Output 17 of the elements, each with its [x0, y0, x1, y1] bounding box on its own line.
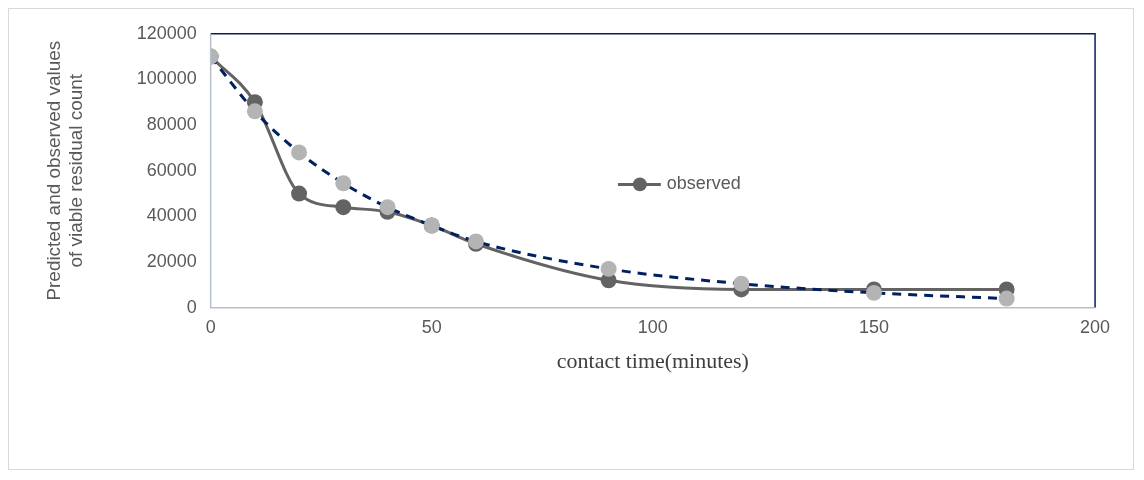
- x-tick-label: 200: [1080, 317, 1111, 338]
- x-tick-label: 50: [421, 317, 442, 338]
- y-tick-label: 120000: [136, 22, 197, 43]
- x-tick-label: 100: [637, 317, 668, 338]
- y-tick-label: 40000: [146, 205, 197, 226]
- y-axis-title: Predicted and observed values of viable residual count: [42, 40, 87, 301]
- y-tick-label: 100000: [136, 68, 197, 89]
- x-tick-label: 150: [858, 317, 889, 338]
- x-tick-label: 0: [205, 317, 216, 338]
- point: [291, 185, 308, 202]
- y-tick-label: 60000: [146, 159, 197, 180]
- y-tick-label: 0: [186, 296, 197, 317]
- y-tick-label: 80000: [146, 114, 197, 134]
- x-axis-title: contact time(minutes): [556, 348, 749, 374]
- legend-label: observed: [666, 173, 741, 194]
- point: [335, 199, 352, 216]
- y-tick-label: 20000: [146, 251, 197, 271]
